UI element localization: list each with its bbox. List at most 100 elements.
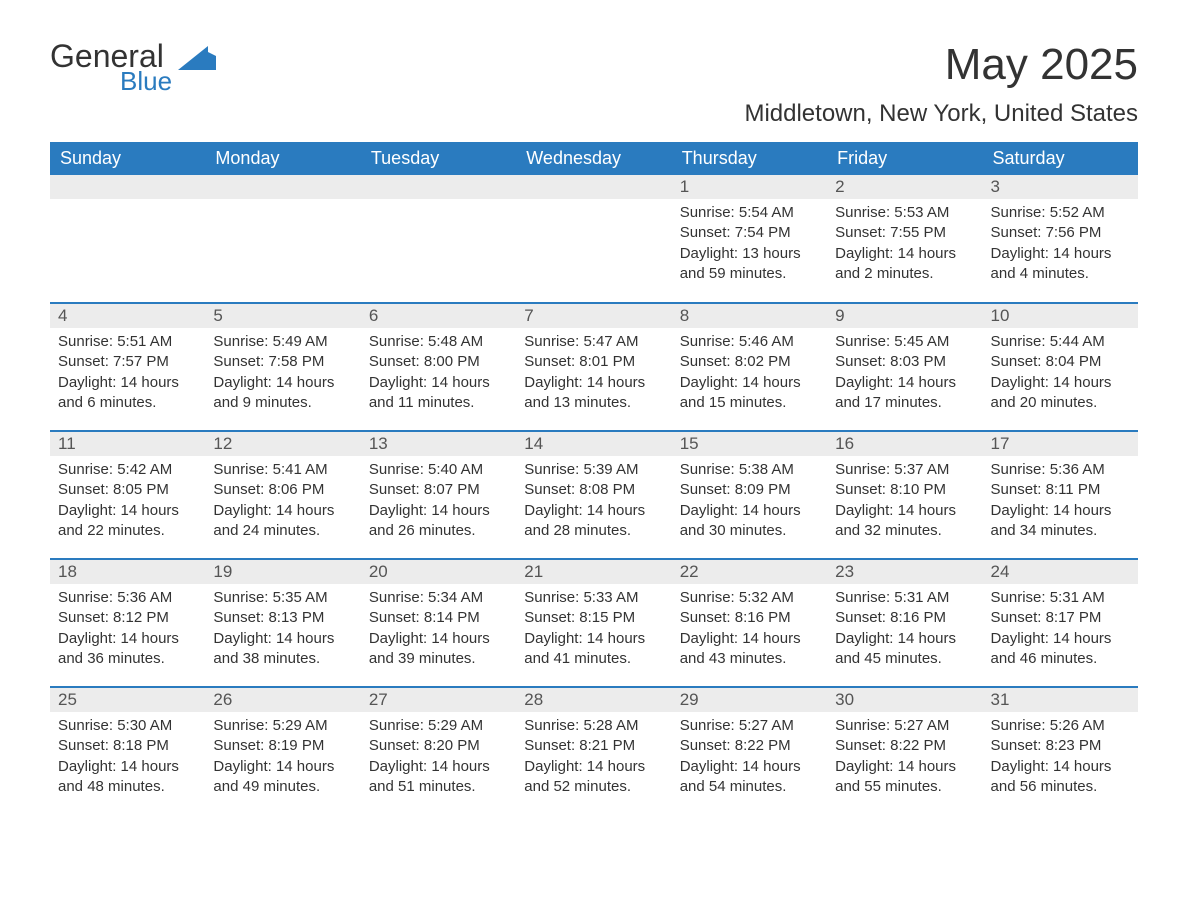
sunset-text: Sunset: 8:08 PM: [524, 480, 663, 500]
calendar-cell: 2Sunrise: 5:53 AMSunset: 7:55 PMDaylight…: [827, 175, 982, 303]
day-number: 6: [361, 304, 516, 328]
day-data: Sunrise: 5:54 AMSunset: 7:54 PMDaylight:…: [672, 199, 827, 292]
day-data: Sunrise: 5:26 AMSunset: 8:23 PMDaylight:…: [983, 712, 1138, 805]
calendar-cell: 29Sunrise: 5:27 AMSunset: 8:22 PMDayligh…: [672, 687, 827, 815]
sunrise-text: Sunrise: 5:27 AM: [680, 716, 819, 736]
logo-text: General Blue: [50, 40, 172, 94]
sunset-text: Sunset: 8:22 PM: [680, 736, 819, 756]
day-number: 31: [983, 688, 1138, 712]
weekday-header: Wednesday: [516, 142, 671, 175]
sunrise-text: Sunrise: 5:54 AM: [680, 203, 819, 223]
day-data: Sunrise: 5:31 AMSunset: 8:16 PMDaylight:…: [827, 584, 982, 677]
sunrise-text: Sunrise: 5:29 AM: [369, 716, 508, 736]
sunrise-text: Sunrise: 5:52 AM: [991, 203, 1130, 223]
day-number: 21: [516, 560, 671, 584]
day-data: Sunrise: 5:29 AMSunset: 8:20 PMDaylight:…: [361, 712, 516, 805]
calendar-cell: [205, 175, 360, 303]
day-data: Sunrise: 5:51 AMSunset: 7:57 PMDaylight:…: [50, 328, 205, 421]
sunrise-text: Sunrise: 5:51 AM: [58, 332, 197, 352]
sunrise-text: Sunrise: 5:27 AM: [835, 716, 974, 736]
day-data: Sunrise: 5:29 AMSunset: 8:19 PMDaylight:…: [205, 712, 360, 805]
sunrise-text: Sunrise: 5:37 AM: [835, 460, 974, 480]
calendar-cell: 19Sunrise: 5:35 AMSunset: 8:13 PMDayligh…: [205, 559, 360, 687]
sunrise-text: Sunrise: 5:34 AM: [369, 588, 508, 608]
sunrise-text: Sunrise: 5:31 AM: [835, 588, 974, 608]
calendar-week: 11Sunrise: 5:42 AMSunset: 8:05 PMDayligh…: [50, 431, 1138, 559]
header: General Blue May 2025: [50, 40, 1138, 94]
day-data: Sunrise: 5:27 AMSunset: 8:22 PMDaylight:…: [827, 712, 982, 805]
calendar-cell: 16Sunrise: 5:37 AMSunset: 8:10 PMDayligh…: [827, 431, 982, 559]
daylight-text: Daylight: 14 hours and 55 minutes.: [835, 757, 974, 798]
sunrise-text: Sunrise: 5:32 AM: [680, 588, 819, 608]
calendar-cell: 11Sunrise: 5:42 AMSunset: 8:05 PMDayligh…: [50, 431, 205, 559]
day-data: Sunrise: 5:32 AMSunset: 8:16 PMDaylight:…: [672, 584, 827, 677]
day-number: 30: [827, 688, 982, 712]
day-data: Sunrise: 5:48 AMSunset: 8:00 PMDaylight:…: [361, 328, 516, 421]
sunset-text: Sunset: 8:20 PM: [369, 736, 508, 756]
daylight-text: Daylight: 14 hours and 9 minutes.: [213, 373, 352, 414]
day-data: Sunrise: 5:44 AMSunset: 8:04 PMDaylight:…: [983, 328, 1138, 421]
calendar-cell: 18Sunrise: 5:36 AMSunset: 8:12 PMDayligh…: [50, 559, 205, 687]
sunset-text: Sunset: 8:12 PM: [58, 608, 197, 628]
daylight-text: Daylight: 14 hours and 34 minutes.: [991, 501, 1130, 542]
day-data: Sunrise: 5:30 AMSunset: 8:18 PMDaylight:…: [50, 712, 205, 805]
daylight-text: Daylight: 14 hours and 2 minutes.: [835, 244, 974, 285]
daylight-text: Daylight: 14 hours and 56 minutes.: [991, 757, 1130, 798]
weekday-header: Monday: [205, 142, 360, 175]
calendar-cell: 24Sunrise: 5:31 AMSunset: 8:17 PMDayligh…: [983, 559, 1138, 687]
daylight-text: Daylight: 14 hours and 30 minutes.: [680, 501, 819, 542]
daylight-text: Daylight: 14 hours and 52 minutes.: [524, 757, 663, 798]
day-data: Sunrise: 5:46 AMSunset: 8:02 PMDaylight:…: [672, 328, 827, 421]
daylight-text: Daylight: 14 hours and 28 minutes.: [524, 501, 663, 542]
calendar-cell: 10Sunrise: 5:44 AMSunset: 8:04 PMDayligh…: [983, 303, 1138, 431]
sunset-text: Sunset: 8:16 PM: [835, 608, 974, 628]
sunrise-text: Sunrise: 5:30 AM: [58, 716, 197, 736]
daylight-text: Daylight: 14 hours and 46 minutes.: [991, 629, 1130, 670]
day-data: Sunrise: 5:49 AMSunset: 7:58 PMDaylight:…: [205, 328, 360, 421]
calendar-cell: 9Sunrise: 5:45 AMSunset: 8:03 PMDaylight…: [827, 303, 982, 431]
sunset-text: Sunset: 8:05 PM: [58, 480, 197, 500]
sunset-text: Sunset: 7:56 PM: [991, 223, 1130, 243]
day-number: 23: [827, 560, 982, 584]
calendar-cell: 28Sunrise: 5:28 AMSunset: 8:21 PMDayligh…: [516, 687, 671, 815]
day-data: Sunrise: 5:33 AMSunset: 8:15 PMDaylight:…: [516, 584, 671, 677]
daylight-text: Daylight: 14 hours and 51 minutes.: [369, 757, 508, 798]
calendar-cell: 1Sunrise: 5:54 AMSunset: 7:54 PMDaylight…: [672, 175, 827, 303]
calendar-cell: 5Sunrise: 5:49 AMSunset: 7:58 PMDaylight…: [205, 303, 360, 431]
day-data: Sunrise: 5:40 AMSunset: 8:07 PMDaylight:…: [361, 456, 516, 549]
daylight-text: Daylight: 14 hours and 15 minutes.: [680, 373, 819, 414]
sunrise-text: Sunrise: 5:36 AM: [991, 460, 1130, 480]
page-title: May 2025: [945, 40, 1138, 90]
sunset-text: Sunset: 8:14 PM: [369, 608, 508, 628]
sunrise-text: Sunrise: 5:36 AM: [58, 588, 197, 608]
day-data: Sunrise: 5:41 AMSunset: 8:06 PMDaylight:…: [205, 456, 360, 549]
sunset-text: Sunset: 8:09 PM: [680, 480, 819, 500]
daylight-text: Daylight: 14 hours and 36 minutes.: [58, 629, 197, 670]
day-data: Sunrise: 5:53 AMSunset: 7:55 PMDaylight:…: [827, 199, 982, 292]
calendar-week: 1Sunrise: 5:54 AMSunset: 7:54 PMDaylight…: [50, 175, 1138, 303]
sunset-text: Sunset: 8:18 PM: [58, 736, 197, 756]
day-number: 13: [361, 432, 516, 456]
daylight-text: Daylight: 14 hours and 39 minutes.: [369, 629, 508, 670]
calendar-body: 1Sunrise: 5:54 AMSunset: 7:54 PMDaylight…: [50, 175, 1138, 815]
daylight-text: Daylight: 14 hours and 4 minutes.: [991, 244, 1130, 285]
daylight-text: Daylight: 14 hours and 54 minutes.: [680, 757, 819, 798]
day-number: 26: [205, 688, 360, 712]
calendar-cell: 21Sunrise: 5:33 AMSunset: 8:15 PMDayligh…: [516, 559, 671, 687]
sunset-text: Sunset: 8:10 PM: [835, 480, 974, 500]
logo-blue: Blue: [120, 68, 172, 94]
sunrise-text: Sunrise: 5:45 AM: [835, 332, 974, 352]
sunrise-text: Sunrise: 5:29 AM: [213, 716, 352, 736]
sunset-text: Sunset: 8:13 PM: [213, 608, 352, 628]
daylight-text: Daylight: 14 hours and 41 minutes.: [524, 629, 663, 670]
day-number: [361, 175, 516, 199]
sunset-text: Sunset: 8:23 PM: [991, 736, 1130, 756]
sunset-text: Sunset: 7:54 PM: [680, 223, 819, 243]
calendar-cell: 4Sunrise: 5:51 AMSunset: 7:57 PMDaylight…: [50, 303, 205, 431]
day-number: 24: [983, 560, 1138, 584]
day-number: 25: [50, 688, 205, 712]
sunrise-text: Sunrise: 5:42 AM: [58, 460, 197, 480]
calendar-header: Sunday Monday Tuesday Wednesday Thursday…: [50, 142, 1138, 175]
sunset-text: Sunset: 8:04 PM: [991, 352, 1130, 372]
daylight-text: Daylight: 14 hours and 6 minutes.: [58, 373, 197, 414]
